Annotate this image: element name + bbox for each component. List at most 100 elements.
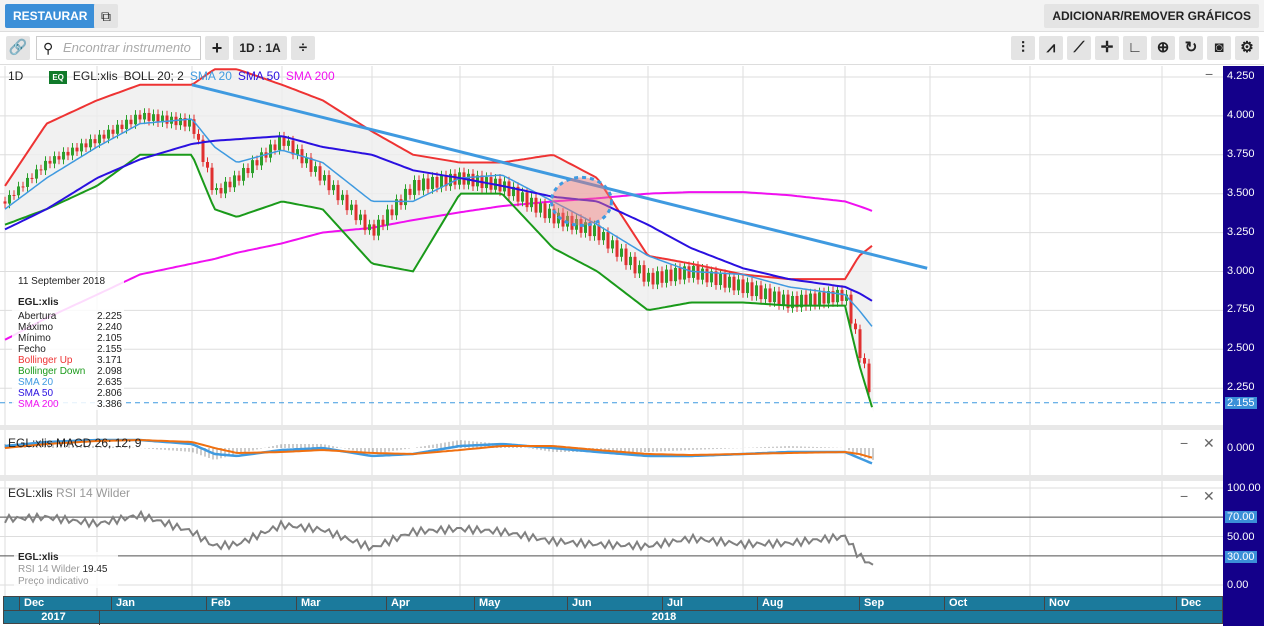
- resize-icon[interactable]: ÷: [291, 36, 315, 60]
- candle-body: [719, 274, 722, 286]
- period-button[interactable]: 1D : 1A: [233, 36, 287, 60]
- candle-body: [323, 175, 326, 181]
- candle-body: [696, 265, 700, 280]
- candle-body: [597, 225, 601, 241]
- info-symbol: EGL:xlis: [18, 297, 59, 308]
- plus-icon[interactable]: +: [205, 36, 229, 60]
- candle-body: [89, 139, 92, 148]
- pane-divider: [0, 425, 1223, 430]
- candle-body: [408, 188, 412, 195]
- candle-body: [305, 157, 308, 164]
- candle-body: [287, 140, 290, 146]
- external-link-icon[interactable]: ⧉: [94, 4, 118, 28]
- candle-body: [147, 112, 151, 121]
- info-row: SMA 20 2.635: [12, 377, 124, 388]
- candle-body: [390, 209, 394, 216]
- candle-body: [606, 231, 610, 249]
- add-remove-charts-button[interactable]: ADICIONAR/REMOVER GRÁFICOS: [1044, 4, 1259, 28]
- candle-body: [678, 267, 682, 280]
- candle-body: [426, 178, 430, 190]
- sma50-line: [4, 135, 873, 302]
- month-label: Nov: [1044, 597, 1070, 611]
- link-icon[interactable]: 🔗: [6, 36, 30, 60]
- minimize-macd-icon[interactable]: −: [1180, 435, 1189, 451]
- candle-body: [629, 256, 632, 266]
- candle-body: [435, 176, 439, 188]
- candle-body: [656, 271, 659, 285]
- gear-icon[interactable]: ⚙: [1235, 36, 1259, 60]
- close-rsi-icon[interactable]: ✕: [1203, 488, 1215, 504]
- search-input[interactable]: ⚲ Encontrar instrumento: [36, 36, 201, 60]
- minimize-main-icon[interactable]: −: [1205, 66, 1214, 82]
- candle-body: [48, 160, 52, 164]
- candle-body: [822, 292, 826, 304]
- candle-body: [624, 248, 628, 266]
- candle-body: [233, 175, 236, 188]
- info-row: Máximo 2.240: [12, 322, 124, 333]
- rsi-title: EGL:xlis RSI 14 Wilder: [8, 486, 130, 500]
- candle-body: [111, 129, 115, 134]
- rsi-tick-70: 70.00: [1225, 511, 1257, 523]
- boll-label: BOLL 20; 2: [123, 69, 184, 83]
- candle-body: [840, 289, 844, 301]
- candle-body: [728, 276, 731, 288]
- candle-body: [687, 266, 691, 278]
- top-bar: RESTAURAR ⧉ ADICIONAR/REMOVER GRÁFICOS: [0, 0, 1264, 32]
- candle-body: [273, 144, 277, 150]
- candle-body: [152, 114, 155, 121]
- candle-body: [228, 181, 232, 188]
- info-row: Bollinger Down 2.098: [12, 366, 124, 377]
- candles-icon[interactable]: ⫶: [1011, 36, 1035, 60]
- candle-body: [867, 363, 871, 393]
- candle-body: [260, 152, 263, 166]
- line-draw-icon[interactable]: ⟋: [1067, 36, 1091, 60]
- candle-body: [836, 289, 839, 303]
- price-axis[interactable]: [1223, 66, 1264, 626]
- candle-body: [431, 176, 434, 190]
- candle-body: [30, 177, 34, 179]
- rsi-info-value: 19.45: [82, 564, 108, 575]
- candle-body: [561, 212, 565, 227]
- signal-line: [4, 438, 873, 459]
- month-label: Jun: [567, 597, 592, 611]
- candle-body: [633, 256, 637, 274]
- candle-body: [525, 192, 529, 208]
- rsi-tick-30: 30.00: [1225, 551, 1257, 563]
- candle-body: [192, 119, 196, 134]
- curve-icon[interactable]: ∟: [1123, 36, 1147, 60]
- camera-icon[interactable]: ◙: [1207, 36, 1231, 60]
- candle-body: [350, 204, 353, 211]
- trendline: [191, 83, 928, 270]
- candle-body: [516, 186, 520, 202]
- info-label: Abertura: [18, 311, 57, 322]
- time-axis[interactable]: Dec Jan Feb Mar Apr May Jun Jul Aug Sep Oct Nov Dec: [3, 596, 1223, 611]
- zoom-in-icon[interactable]: ⊕: [1151, 36, 1175, 60]
- candle-body: [8, 194, 11, 204]
- minimize-rsi-icon[interactable]: −: [1180, 488, 1189, 504]
- candle-body: [201, 139, 205, 163]
- candle-body: [336, 184, 340, 201]
- candle-body: [746, 282, 749, 294]
- crosshair-icon[interactable]: ✛: [1095, 36, 1119, 60]
- rsi-info-note: Preço indicativo: [18, 576, 89, 587]
- rsi-tick-0: 0.00: [1227, 579, 1249, 591]
- sma50-label: SMA 50: [237, 69, 280, 83]
- candle-body: [345, 194, 349, 211]
- candle-body: [206, 162, 209, 168]
- candle-body: [62, 151, 65, 160]
- candle-body: [354, 204, 358, 221]
- candle-body: [651, 272, 655, 285]
- refresh-icon[interactable]: ↻: [1179, 36, 1203, 60]
- close-macd-icon[interactable]: ✕: [1203, 435, 1215, 451]
- candle-body: [768, 288, 772, 303]
- indicators-icon[interactable]: ⩘: [1039, 36, 1063, 60]
- info-value: 2.635: [96, 377, 122, 388]
- candle-body: [647, 272, 650, 282]
- info-value: 3.386: [96, 399, 122, 410]
- symbol-label: EGL:xlis: [72, 69, 118, 83]
- restore-button[interactable]: RESTAURAR: [5, 4, 96, 28]
- pane-divider: [0, 475, 1223, 481]
- candle-body: [575, 219, 578, 230]
- rsi-info-label: RSI 14 Wilder: [18, 564, 80, 575]
